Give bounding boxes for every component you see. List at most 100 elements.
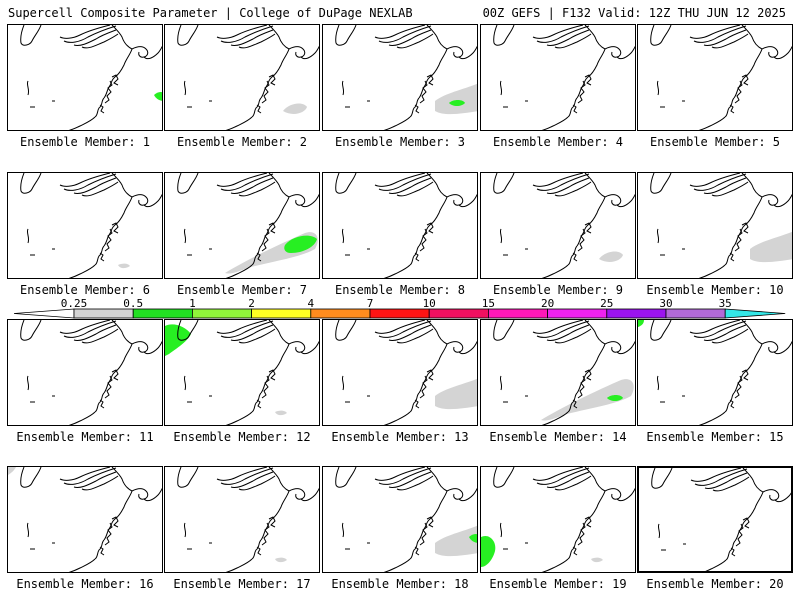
gray-dot-blob — [118, 263, 130, 269]
map-panel-12[interactable] — [164, 319, 320, 426]
map-panel-4[interactable] — [480, 24, 636, 131]
member-label-2: Ensemble Member: 2 — [176, 135, 308, 149]
map-panel-15[interactable] — [637, 319, 793, 426]
gray-dot-blob — [275, 557, 287, 563]
field-overlay — [750, 231, 792, 263]
field-overlay — [8, 467, 16, 475]
green-corner-blob — [638, 320, 644, 327]
map-panel-10[interactable] — [637, 172, 793, 279]
member-label-1: Ensemble Member: 1 — [19, 135, 151, 149]
legend-tick-label: 0.25 — [61, 297, 88, 310]
legend-tick-label: 1 — [189, 297, 196, 310]
field-overlay — [599, 251, 623, 262]
valid-time-label: 00Z GEFS | F132 Valid: 12Z THU JUN 12 20… — [482, 6, 786, 20]
gray-dot-blob — [275, 410, 287, 416]
legend-swatch — [428, 308, 489, 319]
green-southwest-blob — [481, 535, 496, 567]
coastline-map — [177, 320, 319, 425]
member-label-12: Ensemble Member: 12 — [173, 430, 311, 444]
gray-east-blob — [750, 231, 792, 263]
field-overlay — [283, 103, 307, 114]
map-panel-5[interactable] — [637, 24, 793, 131]
map-panel-8[interactable] — [322, 172, 478, 279]
legend-swatch — [310, 308, 371, 319]
gray-east-blob — [435, 378, 477, 410]
map-panel-2[interactable] — [164, 24, 320, 131]
map-panel-9[interactable] — [480, 172, 636, 279]
coastline-map — [177, 467, 319, 572]
member-label-4: Ensemble Member: 4 — [492, 135, 624, 149]
coastline-map — [650, 320, 792, 425]
member-label-9: Ensemble Member: 9 — [492, 283, 624, 297]
green-small-blob — [607, 395, 623, 401]
green-center-blob — [284, 235, 317, 253]
legend-tick-label: 20 — [541, 297, 554, 310]
member-label-17: Ensemble Member: 17 — [173, 577, 311, 591]
legend-swatch — [547, 308, 608, 319]
field-overlay — [638, 320, 644, 327]
green-small-blob — [449, 100, 465, 106]
member-label-18: Ensemble Member: 18 — [331, 577, 469, 591]
gray-mid-blob — [599, 251, 623, 262]
map-panel-1[interactable] — [7, 24, 163, 131]
gray-dot-blob — [591, 557, 603, 563]
legend-tick-label: 35 — [719, 297, 732, 310]
map-panel-17[interactable] — [164, 466, 320, 573]
field-overlay — [165, 324, 287, 416]
map-panel-20[interactable] — [637, 466, 793, 573]
member-label-6: Ensemble Member: 6 — [19, 283, 151, 297]
map-panel-19[interactable] — [480, 466, 636, 573]
legend-swatch — [369, 308, 430, 319]
map-panel-3[interactable] — [322, 24, 478, 131]
coastline-map — [20, 467, 162, 572]
coastline-map — [20, 320, 162, 425]
coastline-map — [493, 173, 635, 278]
gray-mid-blob — [283, 103, 307, 114]
map-panel-7[interactable] — [164, 172, 320, 279]
map-panel-18[interactable] — [322, 466, 478, 573]
member-label-16: Ensemble Member: 16 — [16, 577, 154, 591]
member-label-10: Ensemble Member: 10 — [646, 283, 784, 297]
member-label-20: Ensemble Member: 20 — [646, 577, 784, 591]
coastline-map — [650, 25, 792, 130]
coastline-map — [650, 173, 792, 278]
legend-arrow-right — [724, 308, 786, 319]
legend-tick-label: 4 — [307, 297, 314, 310]
legend-tick-label: 2 — [248, 297, 255, 310]
map-panel-14[interactable] — [480, 319, 636, 426]
member-label-15: Ensemble Member: 15 — [646, 430, 784, 444]
coastline-map — [335, 320, 477, 425]
member-label-13: Ensemble Member: 13 — [331, 430, 469, 444]
gray-east-blob — [435, 83, 477, 115]
coastline-map — [493, 467, 635, 572]
gray-east-blob — [435, 525, 477, 557]
legend-swatch — [606, 308, 667, 319]
legend-tick-label: 0.5 — [123, 297, 143, 310]
legend-swatch — [73, 308, 134, 319]
coastline-map — [335, 467, 477, 572]
legend-swatch — [191, 308, 252, 319]
member-label-19: Ensemble Member: 19 — [489, 577, 627, 591]
green-edge-east-blob — [469, 534, 477, 543]
map-panel-11[interactable] — [7, 319, 163, 426]
legend-tick-label: 10 — [423, 297, 436, 310]
legend-swatch — [251, 308, 312, 319]
map-panel-6[interactable] — [7, 172, 163, 279]
map-panel-13[interactable] — [322, 319, 478, 426]
field-overlay — [275, 557, 287, 563]
gray-wide-blob — [541, 379, 634, 421]
coastline-map — [651, 468, 791, 571]
member-label-5: Ensemble Member: 5 — [649, 135, 781, 149]
field-overlay — [435, 83, 477, 115]
field-overlay — [154, 92, 162, 101]
legend-tick-label: 30 — [659, 297, 672, 310]
map-panel-16[interactable] — [7, 466, 163, 573]
member-label-8: Ensemble Member: 8 — [334, 283, 466, 297]
field-overlay — [225, 232, 318, 274]
coastline-map — [177, 25, 319, 130]
legend-swatch — [487, 308, 548, 319]
legend-tick-label: 15 — [482, 297, 495, 310]
coastline-map — [493, 25, 635, 130]
legend-swatch — [665, 308, 726, 319]
member-label-7: Ensemble Member: 7 — [176, 283, 308, 297]
